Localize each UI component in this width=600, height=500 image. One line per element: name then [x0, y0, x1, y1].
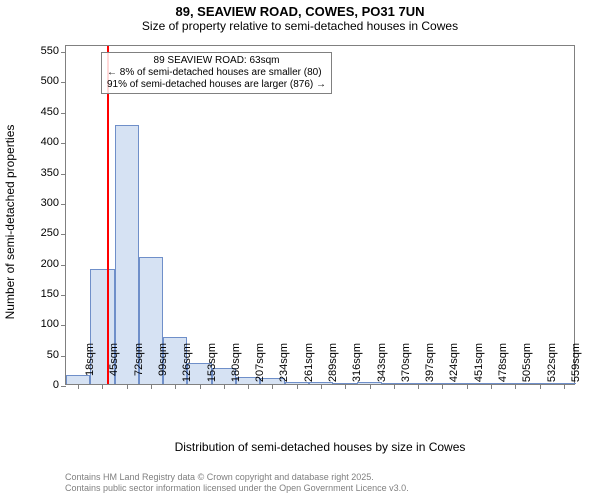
- footer-line2: Contains public sector information licen…: [65, 483, 409, 494]
- xtick-label: 316sqm: [351, 343, 363, 393]
- xtick-line: [297, 384, 298, 389]
- ytick-label: 300: [25, 197, 59, 209]
- ytick-line: [61, 386, 66, 387]
- xtick-label: 153sqm: [206, 343, 218, 393]
- footer-attribution: Contains HM Land Registry data © Crown c…: [65, 472, 409, 494]
- ytick-label: 200: [25, 258, 59, 270]
- ytick-line: [61, 113, 66, 114]
- xtick-label: 559sqm: [570, 343, 582, 393]
- xtick-line: [515, 384, 516, 389]
- xtick-line: [175, 384, 176, 389]
- xtick-label: 424sqm: [448, 343, 460, 393]
- ytick-line: [61, 265, 66, 266]
- ytick-label: 550: [25, 45, 59, 57]
- ytick-label: 350: [25, 167, 59, 179]
- xtick-label: 45sqm: [108, 343, 120, 393]
- chart-title-sub: Size of property relative to semi-detach…: [0, 19, 600, 33]
- y-axis-label: Number of semi-detached properties: [3, 52, 17, 392]
- footer-line1: Contains HM Land Registry data © Crown c…: [65, 472, 409, 483]
- xtick-label: 99sqm: [157, 343, 169, 393]
- xtick-line: [127, 384, 128, 389]
- xtick-label: 72sqm: [133, 343, 145, 393]
- xtick-label: 505sqm: [521, 343, 533, 393]
- xtick-label: 207sqm: [254, 343, 266, 393]
- xtick-label: 126sqm: [181, 343, 193, 393]
- ytick-line: [61, 143, 66, 144]
- ytick-line: [61, 356, 66, 357]
- xtick-label: 18sqm: [84, 343, 96, 393]
- chart-title-main: 89, SEAVIEW ROAD, COWES, PO31 7UN: [0, 0, 600, 19]
- ytick-line: [61, 325, 66, 326]
- xtick-label: 343sqm: [376, 343, 388, 393]
- ytick-label: 500: [25, 75, 59, 87]
- ytick-label: 50: [25, 349, 59, 361]
- xtick-label: 180sqm: [230, 343, 242, 393]
- xtick-line: [200, 384, 201, 389]
- x-axis-label: Distribution of semi-detached houses by …: [65, 440, 575, 454]
- ytick-label: 0: [25, 379, 59, 391]
- plot-area: 89 SEAVIEW ROAD: 63sqm← 8% of semi-detac…: [65, 45, 575, 385]
- xtick-line: [442, 384, 443, 389]
- property-marker-line: [107, 46, 109, 384]
- annotation-box: 89 SEAVIEW ROAD: 63sqm← 8% of semi-detac…: [101, 52, 332, 94]
- ytick-label: 400: [25, 136, 59, 148]
- xtick-line: [78, 384, 79, 389]
- annotation-line: 91% of semi-detached houses are larger (…: [107, 79, 326, 91]
- xtick-line: [467, 384, 468, 389]
- ytick-line: [61, 82, 66, 83]
- xtick-line: [272, 384, 273, 389]
- ytick-label: 100: [25, 318, 59, 330]
- xtick-line: [151, 384, 152, 389]
- xtick-line: [102, 384, 103, 389]
- xtick-line: [491, 384, 492, 389]
- xtick-label: 532sqm: [546, 343, 558, 393]
- ytick-line: [61, 204, 66, 205]
- ytick-line: [61, 52, 66, 53]
- xtick-label: 261sqm: [303, 343, 315, 393]
- ytick-line: [61, 174, 66, 175]
- xtick-line: [248, 384, 249, 389]
- xtick-label: 370sqm: [400, 343, 412, 393]
- annotation-line: 89 SEAVIEW ROAD: 63sqm: [107, 55, 326, 67]
- ytick-label: 250: [25, 227, 59, 239]
- xtick-label: 234sqm: [278, 343, 290, 393]
- xtick-line: [321, 384, 322, 389]
- xtick-line: [394, 384, 395, 389]
- xtick-label: 397sqm: [424, 343, 436, 393]
- xtick-line: [540, 384, 541, 389]
- xtick-line: [345, 384, 346, 389]
- xtick-label: 478sqm: [497, 343, 509, 393]
- ytick-line: [61, 234, 66, 235]
- ytick-label: 450: [25, 106, 59, 118]
- xtick-label: 451sqm: [473, 343, 485, 393]
- ytick-line: [61, 295, 66, 296]
- xtick-line: [370, 384, 371, 389]
- xtick-line: [418, 384, 419, 389]
- annotation-line: ← 8% of semi-detached houses are smaller…: [107, 67, 326, 79]
- xtick-label: 289sqm: [327, 343, 339, 393]
- xtick-line: [224, 384, 225, 389]
- xtick-line: [564, 384, 565, 389]
- ytick-label: 150: [25, 288, 59, 300]
